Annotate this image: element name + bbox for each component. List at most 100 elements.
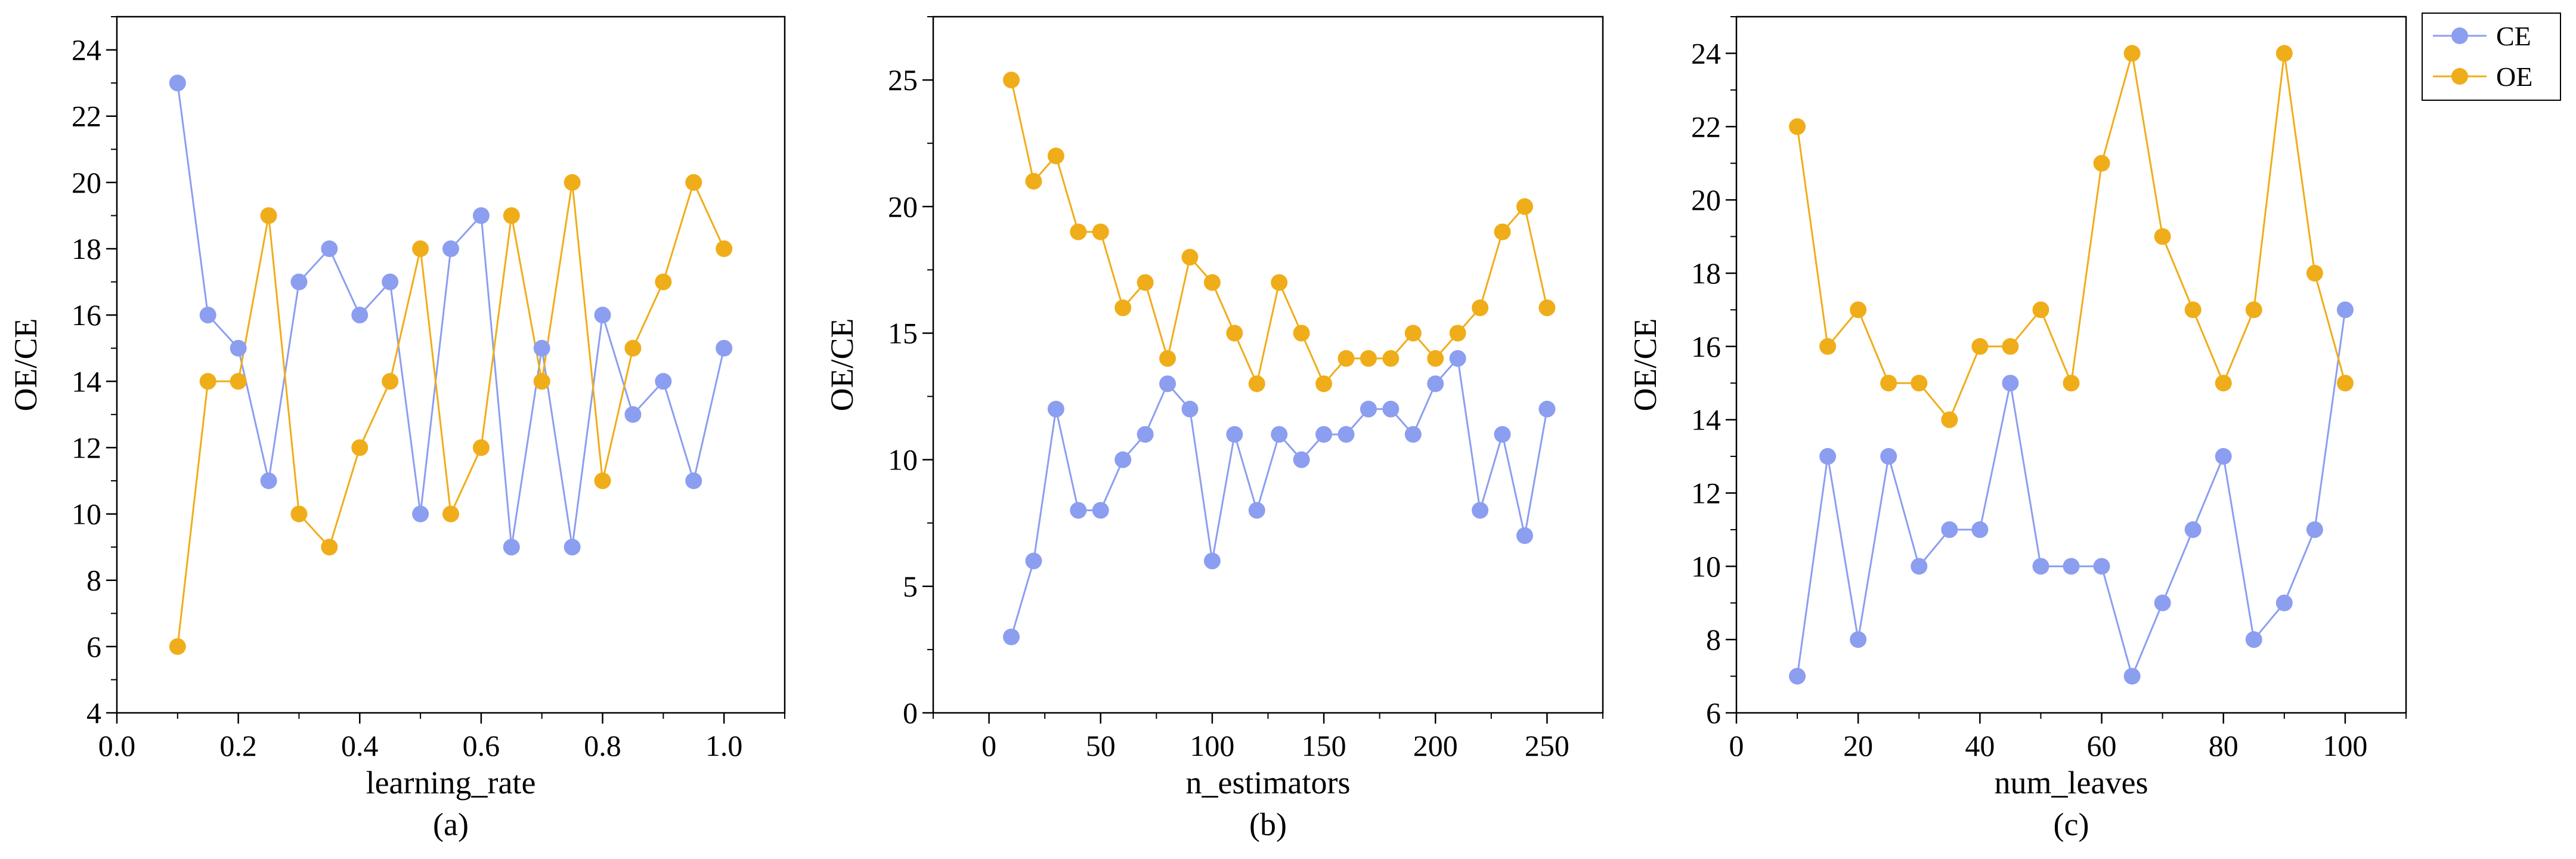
y-tick-label: 14: [1691, 403, 1721, 437]
data-point-oe: [594, 472, 611, 489]
y-tick-label: 24: [1691, 36, 1721, 70]
data-point-oe: [2123, 45, 2141, 62]
data-point-oe: [1404, 325, 1422, 342]
data-point-oe: [1449, 325, 1466, 342]
data-point-oe: [716, 240, 733, 257]
x-tick-label: 0: [982, 729, 996, 762]
series-line-ce: [1010, 356, 1548, 638]
y-tick-label: 14: [72, 364, 101, 398]
y-axis-title: OE/CE: [8, 319, 44, 412]
data-point-oe: [199, 373, 216, 390]
data-point-ce: [1911, 558, 1928, 575]
panel-label: (b): [1249, 807, 1287, 842]
data-point-oe: [1293, 325, 1310, 342]
y-tick-label: 6: [1706, 696, 1721, 730]
data-point-oe: [442, 505, 459, 523]
data-point-ce: [1538, 400, 1556, 418]
series-lines: [1796, 53, 2346, 679]
series-points: [1789, 45, 2354, 685]
data-point-ce: [1070, 502, 1087, 519]
data-point-ce: [1472, 502, 1489, 519]
data-point-oe: [1092, 223, 1109, 240]
data-point-ce: [290, 273, 308, 291]
data-point-ce: [1850, 631, 1867, 648]
data-point-oe: [2215, 375, 2232, 392]
axis-ticks: [922, 16, 1603, 724]
data-point-ce: [1203, 552, 1221, 570]
data-point-oe: [2063, 375, 2080, 392]
data-point-oe: [564, 174, 581, 191]
data-point-oe: [1516, 198, 1533, 215]
x-tick-label: 0.8: [584, 729, 621, 762]
data-point-ce: [1516, 527, 1533, 544]
y-tick-labels: 4 6 8 10 12 14 16 18 20 22 24: [72, 33, 101, 730]
data-point-ce: [442, 240, 459, 257]
y-tick-label: 20: [1691, 183, 1721, 217]
data-point-ce: [2306, 521, 2323, 538]
legend-marker: [2451, 27, 2468, 44]
data-point-ce: [533, 339, 550, 357]
data-point-ce: [1819, 448, 1837, 465]
plot-area: [116, 16, 786, 714]
chart-panel-c: 0 20 40 60 80 100 6 8 10 12 14 16 18 20 22 24 num_leav…: [1627, 16, 2407, 842]
data-point-ce: [1427, 375, 1444, 393]
data-point-oe: [2245, 301, 2262, 319]
data-point-ce: [321, 240, 338, 257]
data-point-oe: [2093, 155, 2110, 172]
data-point-oe: [169, 638, 186, 655]
data-point-ce: [1360, 400, 1377, 418]
axis-ticks: [106, 16, 785, 724]
x-tick-label: 40: [1965, 729, 1995, 762]
data-point-oe: [1941, 411, 1958, 428]
data-point-oe: [2032, 301, 2049, 319]
y-tick-label: 8: [1706, 623, 1721, 656]
data-point-ce: [2154, 594, 2171, 611]
x-tick-label: 20: [1843, 729, 1873, 762]
data-point-oe: [2154, 228, 2171, 245]
plot-area: [932, 16, 1604, 714]
data-point-oe: [1472, 299, 1489, 317]
x-tick-label: 200: [1413, 729, 1458, 762]
data-point-ce: [2032, 558, 2049, 575]
x-tick-label: 100: [1190, 729, 1234, 762]
x-tick-label: 250: [1525, 729, 1569, 762]
data-point-ce: [199, 307, 216, 324]
y-tick-label: 10: [888, 443, 918, 477]
data-point-oe: [351, 439, 369, 456]
data-point-ce: [2002, 375, 2019, 392]
x-tick-label: 0.2: [219, 729, 257, 762]
data-point-ce: [1047, 400, 1064, 418]
x-axis-title: learning_rate: [366, 765, 536, 801]
data-point-oe: [1880, 375, 1897, 392]
x-tick-label: 60: [2087, 729, 2117, 762]
y-tick-label: 20: [72, 166, 101, 199]
data-point-oe: [230, 373, 247, 390]
data-point-oe: [1025, 172, 1042, 190]
data-point-ce: [2336, 301, 2354, 319]
data-point-oe: [1911, 375, 1928, 392]
y-tick-label: 10: [72, 498, 101, 531]
data-point-ce: [1789, 668, 1806, 685]
data-point-ce: [1971, 521, 1989, 538]
data-point-ce: [1449, 350, 1466, 367]
y-tick-label: 5: [903, 570, 918, 603]
x-tick-label: 0.0: [98, 729, 136, 762]
data-point-ce: [1248, 502, 1265, 519]
series-lines: [1010, 79, 1548, 638]
data-point-oe: [1271, 274, 1288, 291]
data-point-oe: [1789, 118, 1806, 135]
x-axis-title: num_leaves: [1995, 765, 2148, 801]
legend: CE OE: [2422, 13, 2561, 101]
data-point-ce: [1181, 400, 1199, 418]
data-point-ce: [2275, 594, 2293, 611]
data-point-ce: [716, 339, 733, 357]
data-point-ce: [2215, 448, 2232, 465]
data-point-ce: [382, 273, 399, 291]
data-point-ce: [2063, 558, 2080, 575]
data-point-oe: [1427, 350, 1444, 367]
data-point-ce: [1271, 426, 1288, 443]
data-point-oe: [1538, 299, 1556, 317]
data-point-ce: [472, 207, 490, 224]
data-point-ce: [1092, 502, 1109, 519]
